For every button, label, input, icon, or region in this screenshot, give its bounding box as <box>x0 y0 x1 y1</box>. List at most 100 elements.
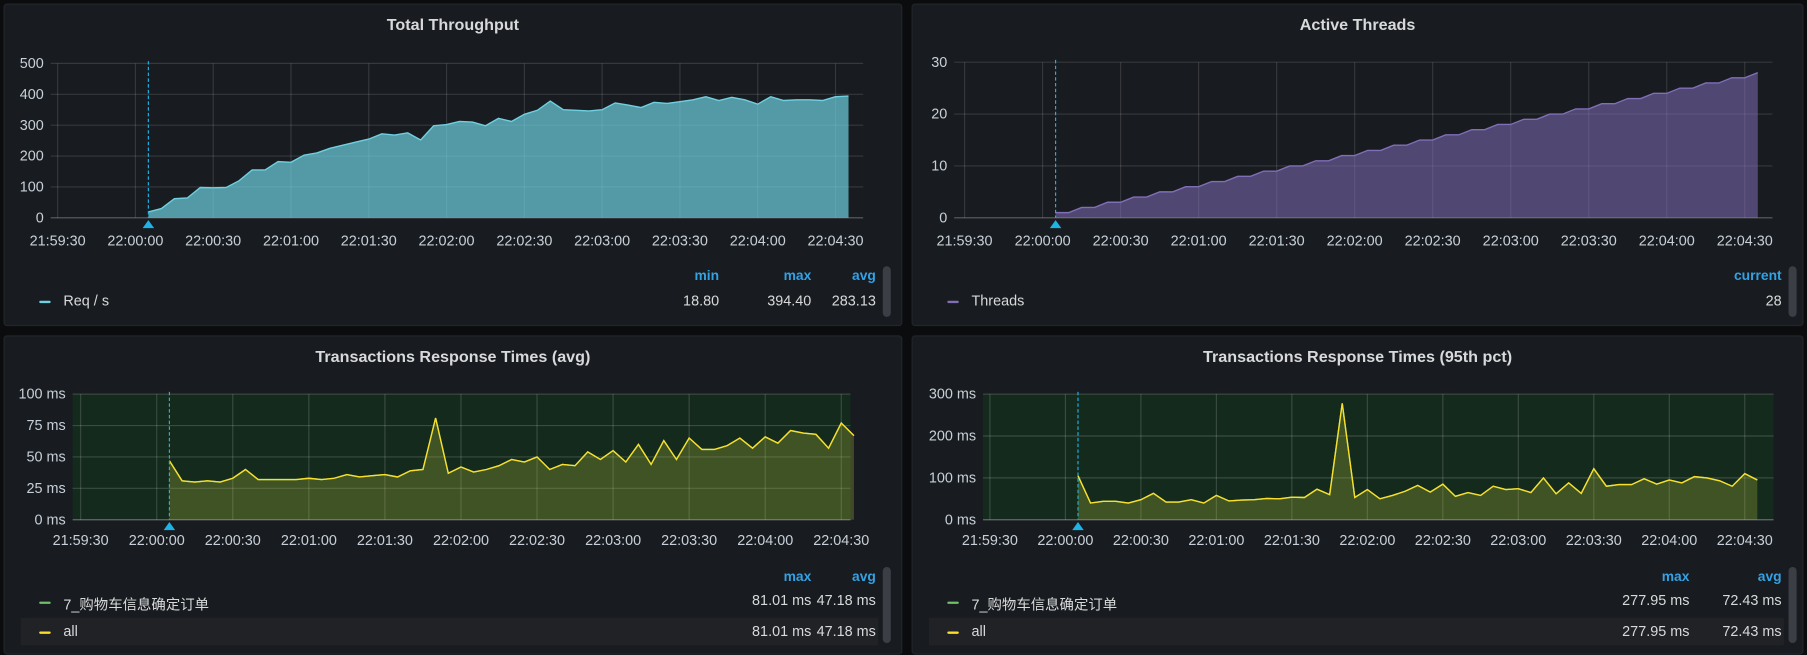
legend-value-current: 28 <box>1766 293 1782 309</box>
annotation-marker-icon[interactable] <box>1072 522 1084 530</box>
x-tick-label: 22:02:00 <box>1327 233 1383 249</box>
x-tick-label: 22:04:00 <box>1639 233 1695 249</box>
series-color-swatch[interactable] <box>39 602 51 604</box>
legend-value-avg: 72.43 ms <box>1722 592 1781 608</box>
legend-row-highlight <box>21 618 878 646</box>
legend-value-max: 277.95 ms <box>1622 623 1689 639</box>
series-color-swatch[interactable] <box>39 632 51 634</box>
y-tick-label: 100 ms <box>18 387 65 403</box>
y-tick-label: 100 <box>20 180 44 196</box>
legend-scrollbar[interactable] <box>1789 266 1797 317</box>
x-tick-label: 22:04:00 <box>737 533 793 549</box>
x-tick-label: 22:02:00 <box>1339 533 1395 549</box>
legend-header-current[interactable]: current <box>1734 267 1782 283</box>
y-tick-label: 300 <box>20 118 44 134</box>
legend-label[interactable]: all <box>971 623 985 639</box>
x-tick-label: 22:01:00 <box>1188 533 1244 549</box>
y-tick-label: 500 <box>20 56 44 72</box>
series-area <box>148 96 848 218</box>
x-tick-label: 22:02:00 <box>419 233 475 249</box>
x-tick-label: 22:02:30 <box>509 533 565 549</box>
x-tick-label: 22:01:30 <box>357 533 413 549</box>
series-color-swatch[interactable] <box>947 632 959 634</box>
y-tick-label: 200 <box>20 149 44 165</box>
legend-header-avg[interactable]: avg <box>1758 568 1782 584</box>
y-tick-label: 10 <box>931 159 947 175</box>
x-tick-label: 22:04:00 <box>730 233 786 249</box>
annotation-marker-icon[interactable] <box>143 220 155 228</box>
x-tick-label: 22:01:30 <box>1249 233 1305 249</box>
legend-label[interactable]: Threads <box>971 293 1024 309</box>
x-tick-label: 22:04:30 <box>1717 533 1773 549</box>
y-tick-label: 30 <box>931 55 947 71</box>
annotation-marker-icon[interactable] <box>1050 220 1062 228</box>
x-tick-label: 22:04:30 <box>1717 233 1773 249</box>
x-tick-label: 22:00:30 <box>1113 533 1169 549</box>
x-tick-label: 22:00:30 <box>205 533 261 549</box>
x-tick-label: 22:00:30 <box>1093 233 1149 249</box>
annotation-marker-icon[interactable] <box>164 522 176 530</box>
y-tick-label: 0 <box>36 210 44 226</box>
x-tick-label: 22:03:30 <box>1561 233 1617 249</box>
y-tick-label: 0 <box>939 210 947 226</box>
legend-header-min[interactable]: min <box>695 267 720 283</box>
legend-label[interactable]: 7_购物车信息确定订单 <box>971 592 1117 614</box>
x-tick-label: 22:02:30 <box>496 233 552 249</box>
legend-label[interactable]: all <box>63 623 77 639</box>
series-color-swatch[interactable] <box>39 301 51 303</box>
x-tick-label: 22:02:30 <box>1415 533 1471 549</box>
x-tick-label: 22:01:30 <box>341 233 397 249</box>
x-tick-label: 22:03:00 <box>574 233 630 249</box>
x-tick-label: 22:01:30 <box>1264 533 1320 549</box>
x-tick-label: 22:00:00 <box>1015 233 1071 249</box>
y-tick-label: 200 ms <box>929 429 976 445</box>
x-tick-label: 22:00:00 <box>129 533 185 549</box>
x-tick-label: 22:01:00 <box>281 533 337 549</box>
x-tick-label: 22:04:30 <box>807 233 863 249</box>
y-tick-label: 75 ms <box>26 418 65 434</box>
legend-header-avg[interactable]: avg <box>852 267 876 283</box>
y-tick-label: 25 ms <box>26 481 65 497</box>
y-tick-label: 400 <box>20 87 44 103</box>
x-tick-label: 22:03:00 <box>585 533 641 549</box>
legend-header-max[interactable]: max <box>784 568 812 584</box>
legend-scrollbar[interactable] <box>883 567 891 643</box>
legend-header-avg[interactable]: avg <box>852 568 876 584</box>
x-tick-label: 22:04:00 <box>1641 533 1697 549</box>
legend-header-max[interactable]: max <box>784 267 812 283</box>
x-tick-label: 22:03:00 <box>1483 233 1539 249</box>
x-tick-label: 21:59:30 <box>53 533 109 549</box>
x-tick-label: 22:03:30 <box>661 533 717 549</box>
panel-response-times-p95: Transactions Response Times (95th pct) 0… <box>912 335 1804 654</box>
series-color-swatch[interactable] <box>947 301 959 303</box>
legend-value-max: 81.01 ms <box>752 592 811 608</box>
x-tick-label: 22:01:00 <box>263 233 319 249</box>
x-tick-label: 22:03:00 <box>1490 533 1546 549</box>
x-tick-label: 22:01:00 <box>1171 233 1227 249</box>
x-tick-label: 21:59:30 <box>962 533 1018 549</box>
legend-header-max[interactable]: max <box>1662 568 1690 584</box>
x-tick-label: 22:00:00 <box>107 233 163 249</box>
series-color-swatch[interactable] <box>947 602 959 604</box>
x-tick-label: 21:59:30 <box>30 233 86 249</box>
legend-scrollbar[interactable] <box>1789 567 1797 643</box>
x-tick-label: 22:03:30 <box>1566 533 1622 549</box>
legend-value-max: 277.95 ms <box>1622 592 1689 608</box>
legend-value-avg: 72.43 ms <box>1722 623 1781 639</box>
legend-label[interactable]: Req / s <box>63 293 109 309</box>
x-tick-label: 22:04:30 <box>813 533 869 549</box>
x-tick-label: 22:03:30 <box>652 233 708 249</box>
y-tick-label: 50 ms <box>26 450 65 466</box>
x-tick-label: 22:02:30 <box>1405 233 1461 249</box>
legend-label[interactable]: 7_购物车信息确定订单 <box>63 592 209 614</box>
legend-value-avg: 47.18 ms <box>817 592 876 608</box>
legend-scrollbar[interactable] <box>883 266 891 317</box>
y-tick-label: 100 ms <box>929 470 976 486</box>
